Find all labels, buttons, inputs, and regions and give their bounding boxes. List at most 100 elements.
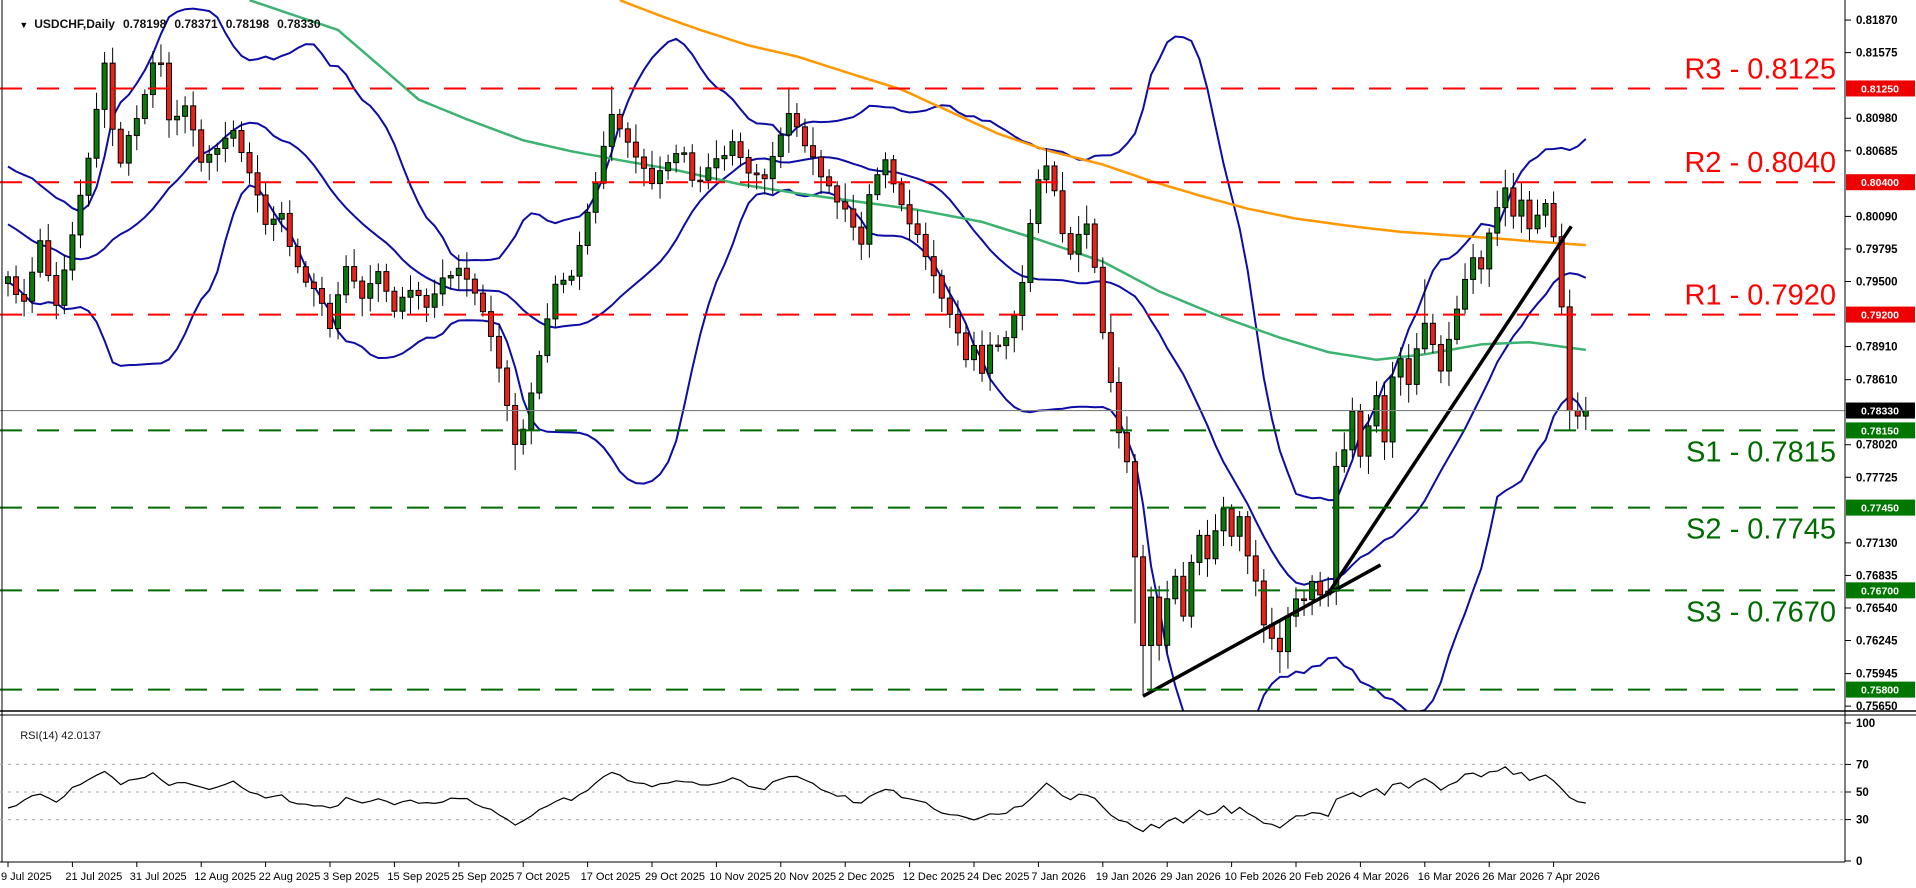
date-label: 3 Sep 2025 <box>323 871 379 883</box>
candle-body-bear <box>1252 555 1259 582</box>
candle-body-bull <box>69 234 76 271</box>
candle-body-bull <box>278 212 285 220</box>
candle <box>318 276 325 316</box>
candle-body-bull <box>29 271 36 302</box>
date-axis[interactable]: 9 Jul 2025 21 Jul 2025 31 Jul 2025 12 Aug 2… <box>1 862 1600 883</box>
rsi-tick-label: 70 <box>1856 759 1869 771</box>
candle <box>214 142 221 172</box>
candle <box>1107 315 1114 393</box>
candle-body-bear <box>1550 203 1557 238</box>
candle-body-bear <box>351 266 358 282</box>
candle <box>415 281 422 310</box>
date-label: 25 Sep 2025 <box>452 871 514 883</box>
candle-body-bull <box>1019 281 1026 316</box>
rsi-pane[interactable] <box>0 763 1845 833</box>
candle-body-bull <box>1518 199 1525 217</box>
candle-body-bull <box>37 240 44 273</box>
candle-body-bull <box>560 279 567 285</box>
candle <box>391 286 398 318</box>
candle <box>608 86 615 162</box>
candle <box>1413 333 1420 395</box>
price-tag-0.78150: 0.78150 <box>1846 422 1915 439</box>
candle-body-bear <box>745 156 752 174</box>
candle-body-bull <box>681 152 688 155</box>
candle <box>834 181 841 220</box>
candle <box>1381 382 1388 460</box>
trendline-1[interactable] <box>1142 563 1382 698</box>
candle-body-bull <box>576 245 583 277</box>
candle <box>1132 453 1138 624</box>
candle-body-bear <box>1381 395 1388 443</box>
candle <box>1454 295 1460 345</box>
candle <box>69 221 76 281</box>
candle <box>1059 172 1066 243</box>
candle <box>552 275 559 327</box>
candle <box>1445 321 1452 386</box>
candle-body-bear <box>13 276 20 295</box>
candle-body-bull <box>455 267 462 277</box>
candle-body-bull <box>270 218 277 225</box>
candle <box>327 293 333 338</box>
date-label: 20 Nov 2025 <box>774 871 836 883</box>
candle <box>1518 182 1525 233</box>
candle-body-bear <box>294 245 301 268</box>
candle <box>1566 289 1573 431</box>
date-label: 24 Dec 2025 <box>967 871 1029 883</box>
candle <box>133 105 140 151</box>
candle <box>681 146 688 163</box>
candle <box>1470 243 1477 294</box>
price-tick-label: 0.80090 <box>1856 211 1898 223</box>
price-tick-label: 0.80980 <box>1856 113 1898 125</box>
dropdown-icon[interactable]: ▼ <box>19 20 29 30</box>
candle-body-bear <box>1228 508 1235 537</box>
candle-body-bull <box>1027 223 1034 283</box>
candle-body-bear <box>640 156 647 169</box>
candle <box>1035 169 1042 234</box>
price-axis[interactable]: 0.81870 0.81575 0.80980 0.80685 0.80090 0.797… <box>1845 15 1915 868</box>
candle-body-bear <box>512 404 519 445</box>
date-label: 17 Oct 2025 <box>581 871 641 883</box>
date-label: 10 Feb 2026 <box>1225 871 1287 883</box>
candle <box>987 332 994 391</box>
candle <box>1357 403 1364 468</box>
candle-body-bear <box>246 152 253 174</box>
candle-body-bear <box>1156 596 1163 646</box>
candle-body-bear <box>914 223 921 235</box>
candle-body-bear <box>1260 580 1267 626</box>
date-label: 29 Jan 2026 <box>1160 871 1221 883</box>
candle-body-bear <box>238 130 245 154</box>
rsi-tick-label: 30 <box>1856 815 1869 827</box>
price-tag-0.78330: 0.78330 <box>1846 402 1915 419</box>
candle <box>262 182 269 235</box>
date-label: 7 Oct 2025 <box>516 871 570 883</box>
candle-body-bear <box>810 145 816 158</box>
candle-body-bear <box>1059 190 1066 235</box>
candle <box>721 145 728 171</box>
rsi-tick-label: 0 <box>1856 856 1862 868</box>
date-label: 7 Jan 2026 <box>1031 871 1085 883</box>
candle-body-bear <box>1051 165 1058 192</box>
candle <box>230 120 237 147</box>
candle-body-bear <box>632 141 639 158</box>
price-tick-label: 0.78910 <box>1856 342 1898 354</box>
candle-body-bear <box>1566 306 1573 412</box>
price-tag-bg <box>1846 80 1915 97</box>
candle <box>874 167 881 201</box>
candle-body-bear <box>1526 199 1533 230</box>
candle-body-bear <box>109 62 116 130</box>
candle-body-bear <box>1091 223 1098 268</box>
candle-body-bear <box>753 172 760 176</box>
candle-body-bear <box>1204 534 1211 560</box>
candle-body-bear <box>415 289 422 297</box>
candle <box>359 276 366 317</box>
candle <box>777 127 784 169</box>
candle-body-bear <box>254 172 261 196</box>
candle-body-bear <box>1244 516 1251 557</box>
candle <box>1429 313 1436 354</box>
candle-body-bull <box>1341 449 1348 467</box>
price-tag-0.76700: 0.76700 <box>1846 582 1915 599</box>
ma-orange-line <box>619 0 1586 247</box>
candle-body-bear <box>359 280 366 299</box>
